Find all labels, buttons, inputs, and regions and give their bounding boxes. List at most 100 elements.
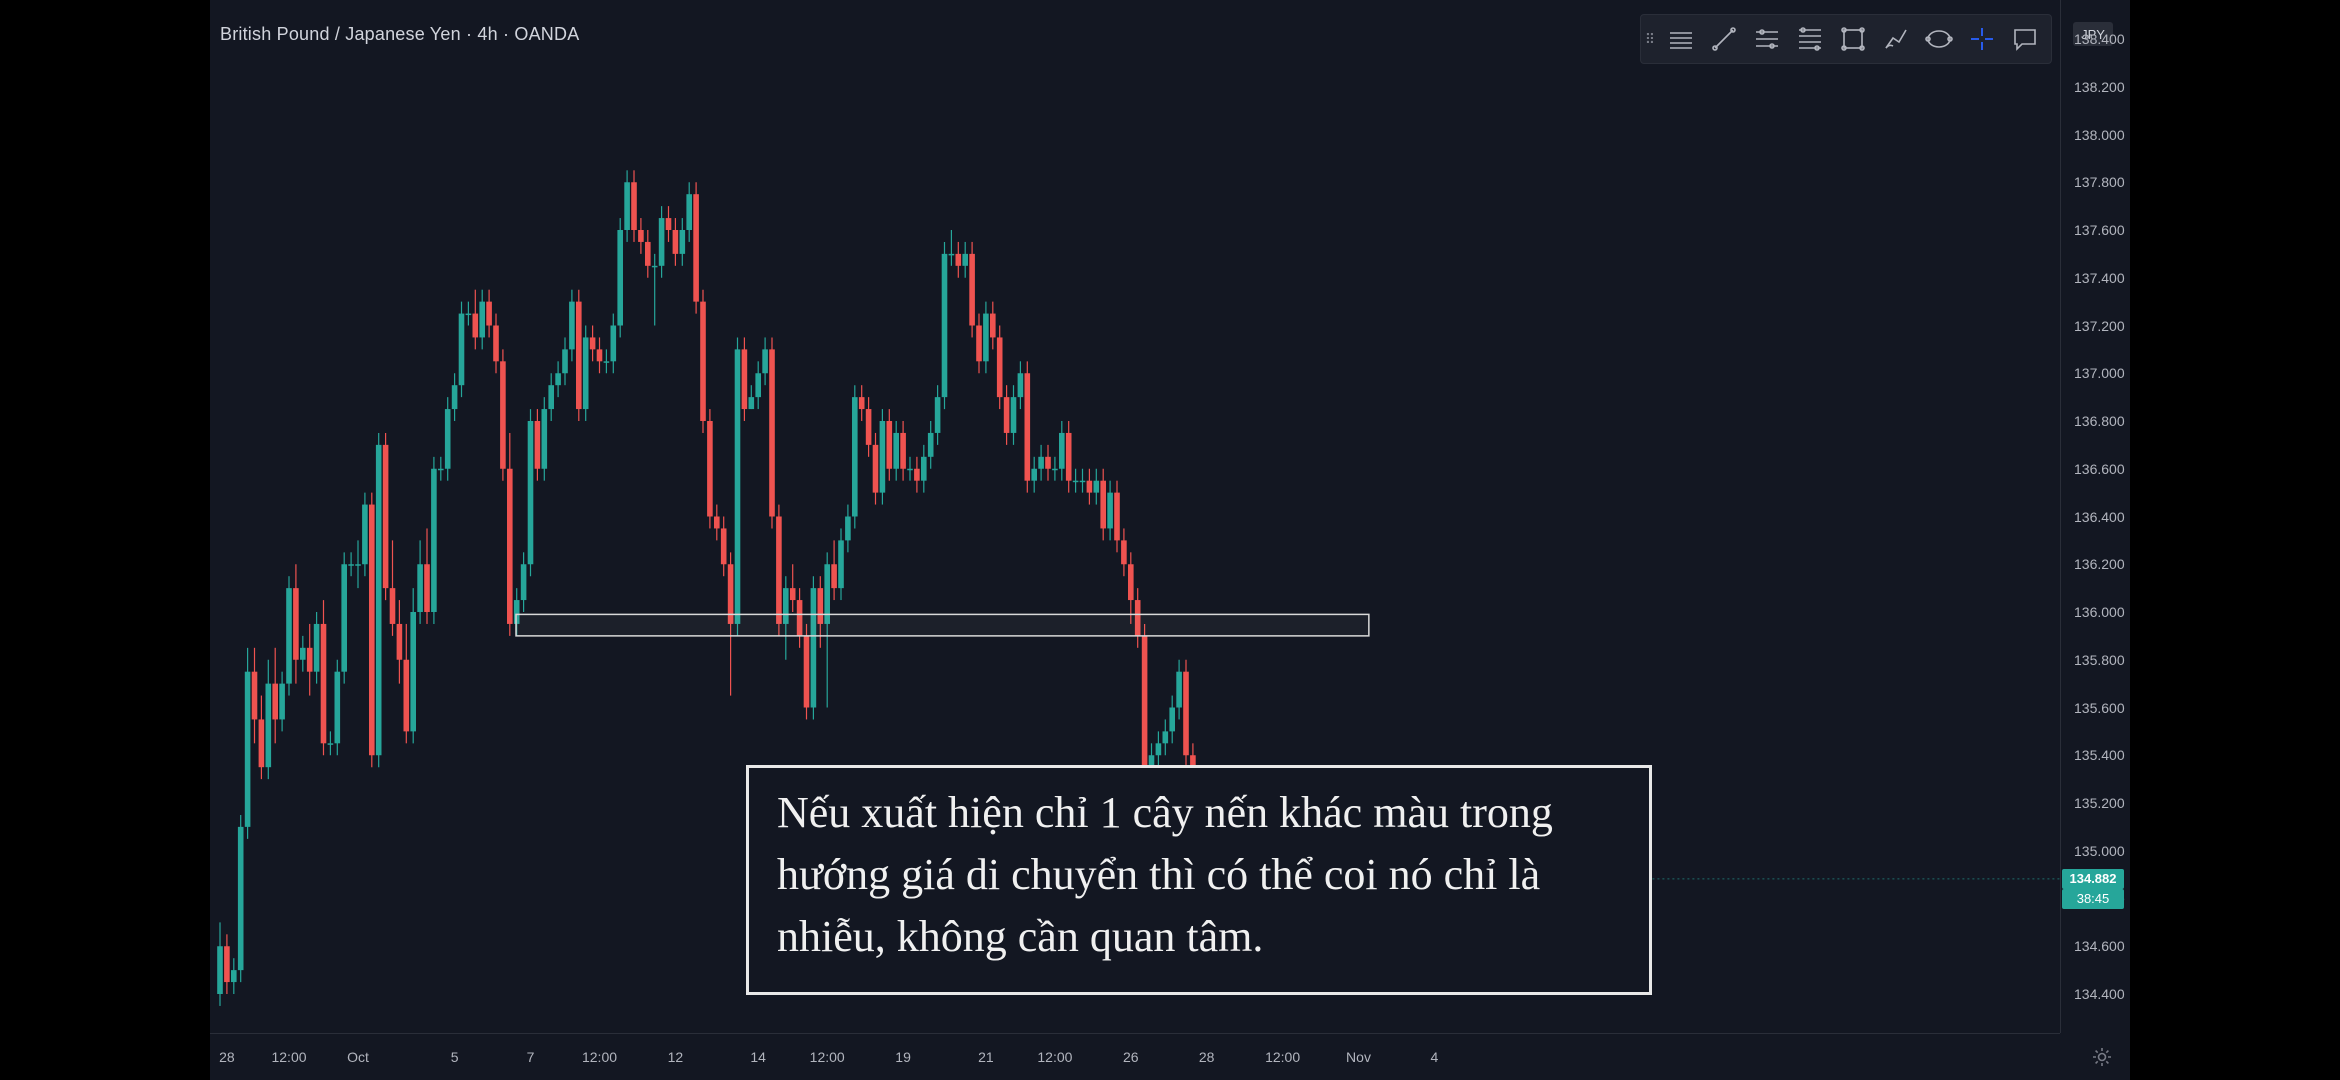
candle (665, 206, 672, 242)
candle-body (734, 349, 741, 624)
candle-body (886, 421, 893, 469)
candle (783, 576, 789, 660)
candle (1031, 456, 1037, 493)
candle-body (603, 361, 610, 363)
crosshair-icon[interactable] (1960, 15, 2003, 63)
candle (845, 504, 851, 553)
candle (934, 385, 941, 445)
candle-body (1121, 540, 1127, 565)
candle-body (327, 743, 334, 745)
candle (617, 218, 623, 338)
candle (493, 313, 499, 374)
candle-body (1086, 480, 1093, 493)
time-tick-label: 4 (1430, 1049, 1439, 1065)
price-tick-label: 138.000 (2074, 126, 2125, 143)
candle-body (872, 444, 879, 493)
candle (306, 623, 313, 696)
candle (976, 313, 982, 374)
support-zone-rectangle[interactable] (515, 613, 1370, 637)
candle (865, 397, 872, 457)
candle-body (396, 623, 403, 660)
candle-body (1107, 492, 1113, 529)
candle-body (513, 600, 520, 624)
candle (1052, 456, 1058, 481)
currency-badge[interactable]: JPY (2073, 22, 2113, 46)
candle (789, 564, 796, 612)
candle-body (1176, 671, 1182, 708)
candle-body (934, 397, 941, 433)
candle (334, 659, 341, 756)
candle (582, 325, 589, 421)
candlestick-chart[interactable] (210, 0, 2060, 1033)
price-tick-label: 135.400 (2074, 747, 2125, 764)
caption-line-1: Nếu xuất hiện chỉ 1 cây nến khác màu tro… (777, 788, 1553, 837)
candle-body (700, 301, 706, 421)
candle (693, 182, 699, 314)
candle (1045, 444, 1051, 481)
fib-retracement-icon[interactable] (1788, 15, 1831, 63)
candle-body (720, 528, 727, 565)
settings-gear-icon[interactable] (2085, 1040, 2119, 1074)
candle (596, 337, 603, 374)
candle-body (658, 218, 665, 266)
candle-body (362, 504, 368, 565)
comment-icon[interactable] (2003, 15, 2046, 63)
time-tick-label: 7 (526, 1049, 535, 1065)
candle (610, 313, 617, 374)
time-tick-label: 5 (450, 1049, 459, 1065)
candle-body (1059, 432, 1065, 469)
candle-body (693, 194, 699, 302)
grip-icon[interactable]: ⠿ (1644, 30, 1656, 47)
candle-body (424, 564, 430, 612)
brush-icon[interactable] (1874, 15, 1917, 63)
candle-body (858, 397, 865, 410)
trend-line-icon[interactable] (1702, 15, 1745, 63)
candle (1107, 480, 1113, 541)
candle-body (472, 313, 479, 338)
candle-body (879, 421, 886, 493)
candle-body (279, 683, 285, 720)
candle-body (541, 409, 548, 469)
price-tick-label: 137.000 (2074, 365, 2125, 382)
candle (1038, 444, 1044, 481)
candle-body (941, 253, 948, 398)
candle-body (389, 588, 396, 624)
ellipse-icon[interactable] (1917, 15, 1960, 63)
candle (817, 576, 824, 648)
candle (589, 325, 596, 362)
candle (231, 958, 237, 994)
candle-body (286, 588, 292, 684)
candle (879, 409, 886, 505)
candle (1134, 588, 1141, 648)
candle-body (1155, 743, 1162, 756)
candle (431, 456, 437, 624)
candle-body (1134, 600, 1141, 636)
candle (424, 528, 430, 624)
candle-body (631, 182, 637, 230)
symbol-title[interactable]: British Pound / Japanese Yen · 4h · OAND… (220, 24, 580, 44)
candle-body (610, 325, 617, 362)
candle (341, 552, 347, 684)
price-tick-label: 138.200 (2074, 78, 2125, 95)
time-scale[interactable] (210, 1033, 2060, 1080)
price-scale[interactable] (2060, 0, 2130, 1033)
time-tick-label: 12:00 (1037, 1049, 1073, 1065)
candle (1086, 468, 1093, 505)
candle-body (996, 337, 1003, 398)
horizontal-lines-icon[interactable] (1659, 15, 1702, 63)
time-tick-label: Nov (1346, 1049, 1371, 1065)
parallel-channel-icon[interactable] (1745, 15, 1788, 63)
chart-pane[interactable] (210, 0, 2060, 1033)
candle (410, 588, 416, 744)
candle (714, 504, 720, 541)
candle-body (1052, 468, 1058, 471)
candle (313, 612, 320, 684)
time-tick-label: 14 (750, 1049, 766, 1065)
candle (796, 588, 803, 648)
candle (1176, 659, 1182, 720)
rectangle-icon[interactable] (1831, 15, 1874, 63)
time-tick-label: 21 (978, 1049, 994, 1065)
candle-body (1093, 480, 1100, 493)
candle (272, 647, 278, 744)
candle (348, 552, 354, 577)
